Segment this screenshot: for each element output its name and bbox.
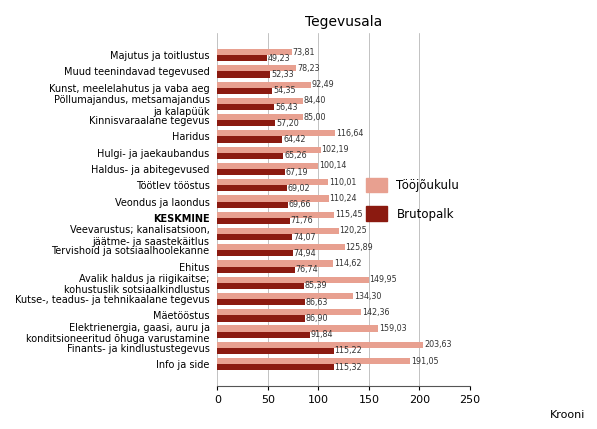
Bar — [217, 309, 361, 315]
Text: 110,24: 110,24 — [330, 194, 357, 203]
Bar — [217, 98, 303, 104]
Text: 120,25: 120,25 — [340, 227, 367, 236]
Text: 85,00: 85,00 — [304, 113, 327, 122]
Bar — [217, 55, 267, 61]
Bar — [217, 358, 410, 364]
Bar — [217, 153, 283, 159]
Text: 76,74: 76,74 — [296, 265, 318, 274]
Text: 110,01: 110,01 — [330, 178, 356, 187]
Bar — [217, 185, 287, 191]
Text: 73,81: 73,81 — [293, 48, 315, 57]
Bar — [217, 348, 334, 354]
Bar — [217, 260, 333, 266]
Bar — [217, 82, 311, 88]
Text: 142,36: 142,36 — [362, 308, 389, 317]
Bar — [217, 88, 272, 94]
Text: 52,33: 52,33 — [271, 70, 294, 79]
Bar — [217, 326, 378, 332]
Bar — [217, 136, 282, 143]
Bar — [217, 244, 344, 250]
Bar — [217, 179, 328, 185]
Bar — [217, 202, 288, 208]
Text: 91,84: 91,84 — [311, 330, 333, 339]
Bar — [217, 211, 334, 218]
Text: 159,03: 159,03 — [379, 324, 407, 333]
Legend: Tööjõukulu, Brutopalk: Tööjõukulu, Brutopalk — [361, 173, 464, 226]
Bar — [217, 332, 310, 338]
Bar — [217, 49, 292, 55]
Text: 85,39: 85,39 — [304, 281, 327, 290]
Bar — [217, 277, 369, 283]
Bar — [217, 218, 290, 224]
Text: 71,76: 71,76 — [291, 216, 313, 225]
Bar — [217, 299, 305, 305]
Bar — [217, 163, 318, 169]
Text: 102,19: 102,19 — [321, 145, 349, 154]
Bar — [217, 250, 293, 257]
Bar — [217, 315, 305, 322]
Text: 115,32: 115,32 — [335, 363, 362, 372]
Bar — [217, 65, 296, 72]
Text: 67,19: 67,19 — [286, 168, 309, 177]
Text: 100,14: 100,14 — [319, 161, 347, 170]
Bar — [217, 104, 274, 110]
Text: 64,42: 64,42 — [283, 135, 306, 144]
Text: 203,63: 203,63 — [424, 340, 451, 349]
Text: 65,26: 65,26 — [284, 151, 307, 160]
Bar — [217, 364, 334, 370]
Text: 86,63: 86,63 — [306, 298, 328, 307]
Bar — [217, 234, 292, 240]
Bar — [217, 147, 321, 153]
Text: 54,35: 54,35 — [273, 86, 296, 95]
Text: 134,30: 134,30 — [354, 292, 381, 300]
Text: 114,62: 114,62 — [334, 259, 361, 268]
Text: 84,40: 84,40 — [303, 97, 326, 106]
Bar — [217, 195, 329, 202]
Text: 74,07: 74,07 — [293, 233, 316, 242]
Bar — [217, 266, 295, 273]
Text: 125,89: 125,89 — [345, 243, 373, 252]
Text: 56,43: 56,43 — [275, 103, 298, 112]
Text: 116,64: 116,64 — [336, 129, 364, 138]
Text: 86,90: 86,90 — [306, 314, 328, 323]
Text: 69,02: 69,02 — [288, 184, 310, 193]
Bar — [217, 342, 423, 348]
Title: Tegevusala: Tegevusala — [305, 15, 382, 29]
Text: 74,94: 74,94 — [294, 249, 316, 258]
Bar — [217, 283, 303, 289]
Text: 92,49: 92,49 — [312, 80, 334, 89]
Bar — [217, 120, 275, 127]
Text: 115,22: 115,22 — [334, 347, 362, 356]
Bar — [217, 130, 335, 136]
Text: 78,23: 78,23 — [297, 64, 320, 73]
Bar — [217, 114, 303, 120]
Text: 191,05: 191,05 — [411, 356, 439, 366]
Text: Krooni: Krooni — [550, 411, 585, 420]
Bar — [217, 228, 339, 234]
Bar — [217, 169, 285, 175]
Text: 69,66: 69,66 — [288, 200, 311, 209]
Text: 49,23: 49,23 — [268, 54, 291, 63]
Text: 149,95: 149,95 — [370, 275, 398, 284]
Bar — [217, 72, 270, 78]
Bar — [217, 293, 353, 299]
Text: 115,45: 115,45 — [335, 210, 362, 219]
Text: 57,20: 57,20 — [276, 119, 298, 128]
